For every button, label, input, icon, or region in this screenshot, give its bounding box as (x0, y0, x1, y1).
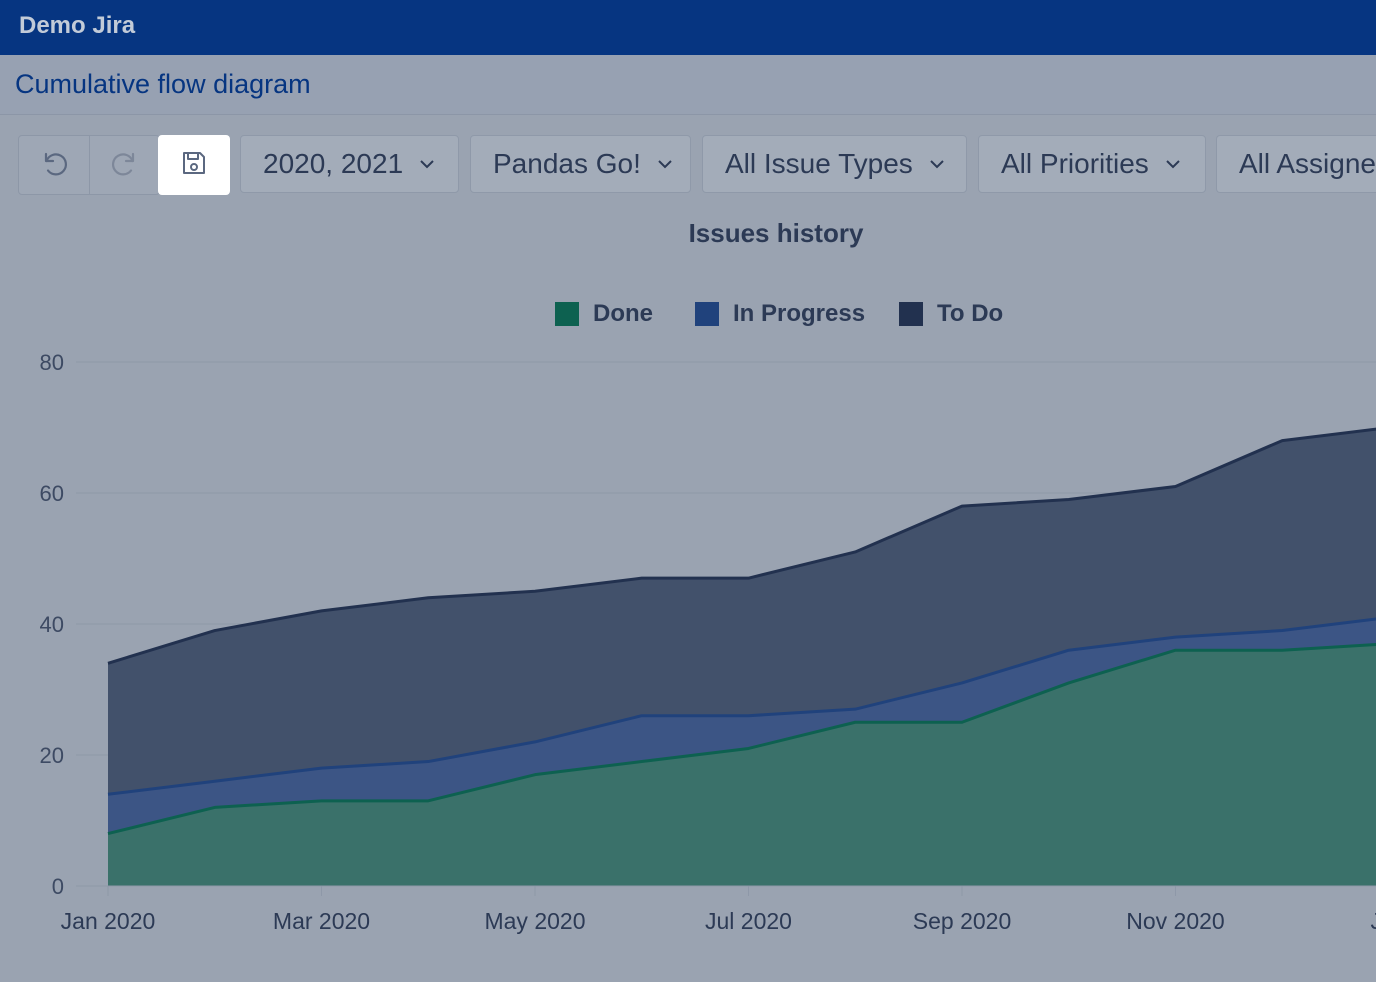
page-header: Cumulative flow diagram (0, 55, 1376, 115)
area-to-do (108, 429, 1376, 795)
chevron-down-icon (1165, 159, 1181, 169)
y-tick-label: 0 (52, 874, 64, 899)
save-button[interactable] (158, 135, 230, 195)
undo-icon (38, 147, 70, 184)
legend-item-done[interactable]: Done (555, 300, 653, 328)
issue-type-filter-label: All Issue Types (725, 148, 913, 179)
x-tick-label: May 2020 (484, 908, 585, 934)
project-filter[interactable]: Pandas Go! (470, 135, 691, 193)
assignee-filter[interactable]: All Assigne (1216, 135, 1376, 193)
issue-type-filter[interactable]: All Issue Types (702, 135, 967, 193)
line-done (107, 642, 1376, 836)
line-in-progress (107, 617, 1376, 796)
undo-button[interactable] (19, 136, 89, 194)
history-button-group (18, 135, 160, 195)
redo-button[interactable] (90, 136, 160, 194)
x-tick-label: Jul 2020 (705, 908, 792, 934)
project-filter-label: Pandas Go! (493, 148, 641, 179)
period-filter-label: 2020, 2021 (263, 148, 404, 179)
period-filter[interactable]: 2020, 2021 (240, 135, 459, 193)
x-tick-label: Mar 2020 (273, 908, 370, 934)
chevron-down-icon (657, 159, 673, 169)
priority-filter-label: All Priorities (1001, 148, 1149, 179)
legend-swatch-in-progress (695, 302, 719, 326)
x-tick-label: Jan 2020 (61, 908, 156, 934)
line-to-do (107, 427, 1376, 665)
priority-filter[interactable]: All Priorities (978, 135, 1206, 193)
save-icon (180, 149, 208, 182)
x-tick-label: Jan (1370, 908, 1376, 934)
app-title[interactable]: Demo Jira (19, 12, 136, 39)
chevron-down-icon (419, 159, 435, 169)
area-in-progress (108, 619, 1376, 834)
y-tick-label: 80 (40, 350, 64, 375)
legend-swatch-done (555, 302, 579, 326)
legend-swatch-to-do (899, 302, 923, 326)
legend-label-to-do: To Do (937, 300, 1004, 327)
legend-item-to-do[interactable]: To Do (899, 300, 1003, 328)
issues-history-chart: Issues history Done In Progress To Do 0 2… (0, 200, 1376, 982)
x-tick-label: Sep 2020 (913, 908, 1011, 934)
page-title: Cumulative flow diagram (15, 69, 311, 99)
chevron-down-icon (929, 159, 945, 169)
chart-title: Issues history (688, 218, 864, 248)
y-tick-label: 60 (40, 481, 64, 506)
y-tick-label: 20 (40, 743, 64, 768)
area-done (108, 644, 1376, 886)
assignee-filter-label: All Assigne (1239, 148, 1376, 179)
legend-label-in-progress: In Progress (733, 300, 866, 327)
plot-area: 0 20 40 60 80 Jan 2020 Mar 2020 May 2020 Jul 202… (40, 350, 1376, 934)
legend-label-done: Done (593, 300, 653, 327)
legend-item-in-progress[interactable]: In Progress (695, 300, 865, 328)
redo-icon (109, 147, 141, 184)
y-tick-label: 40 (40, 612, 64, 637)
top-bar: Demo Jira (0, 0, 1376, 55)
x-tick-label: Nov 2020 (1126, 908, 1224, 934)
toolbar-divider (89, 136, 90, 194)
